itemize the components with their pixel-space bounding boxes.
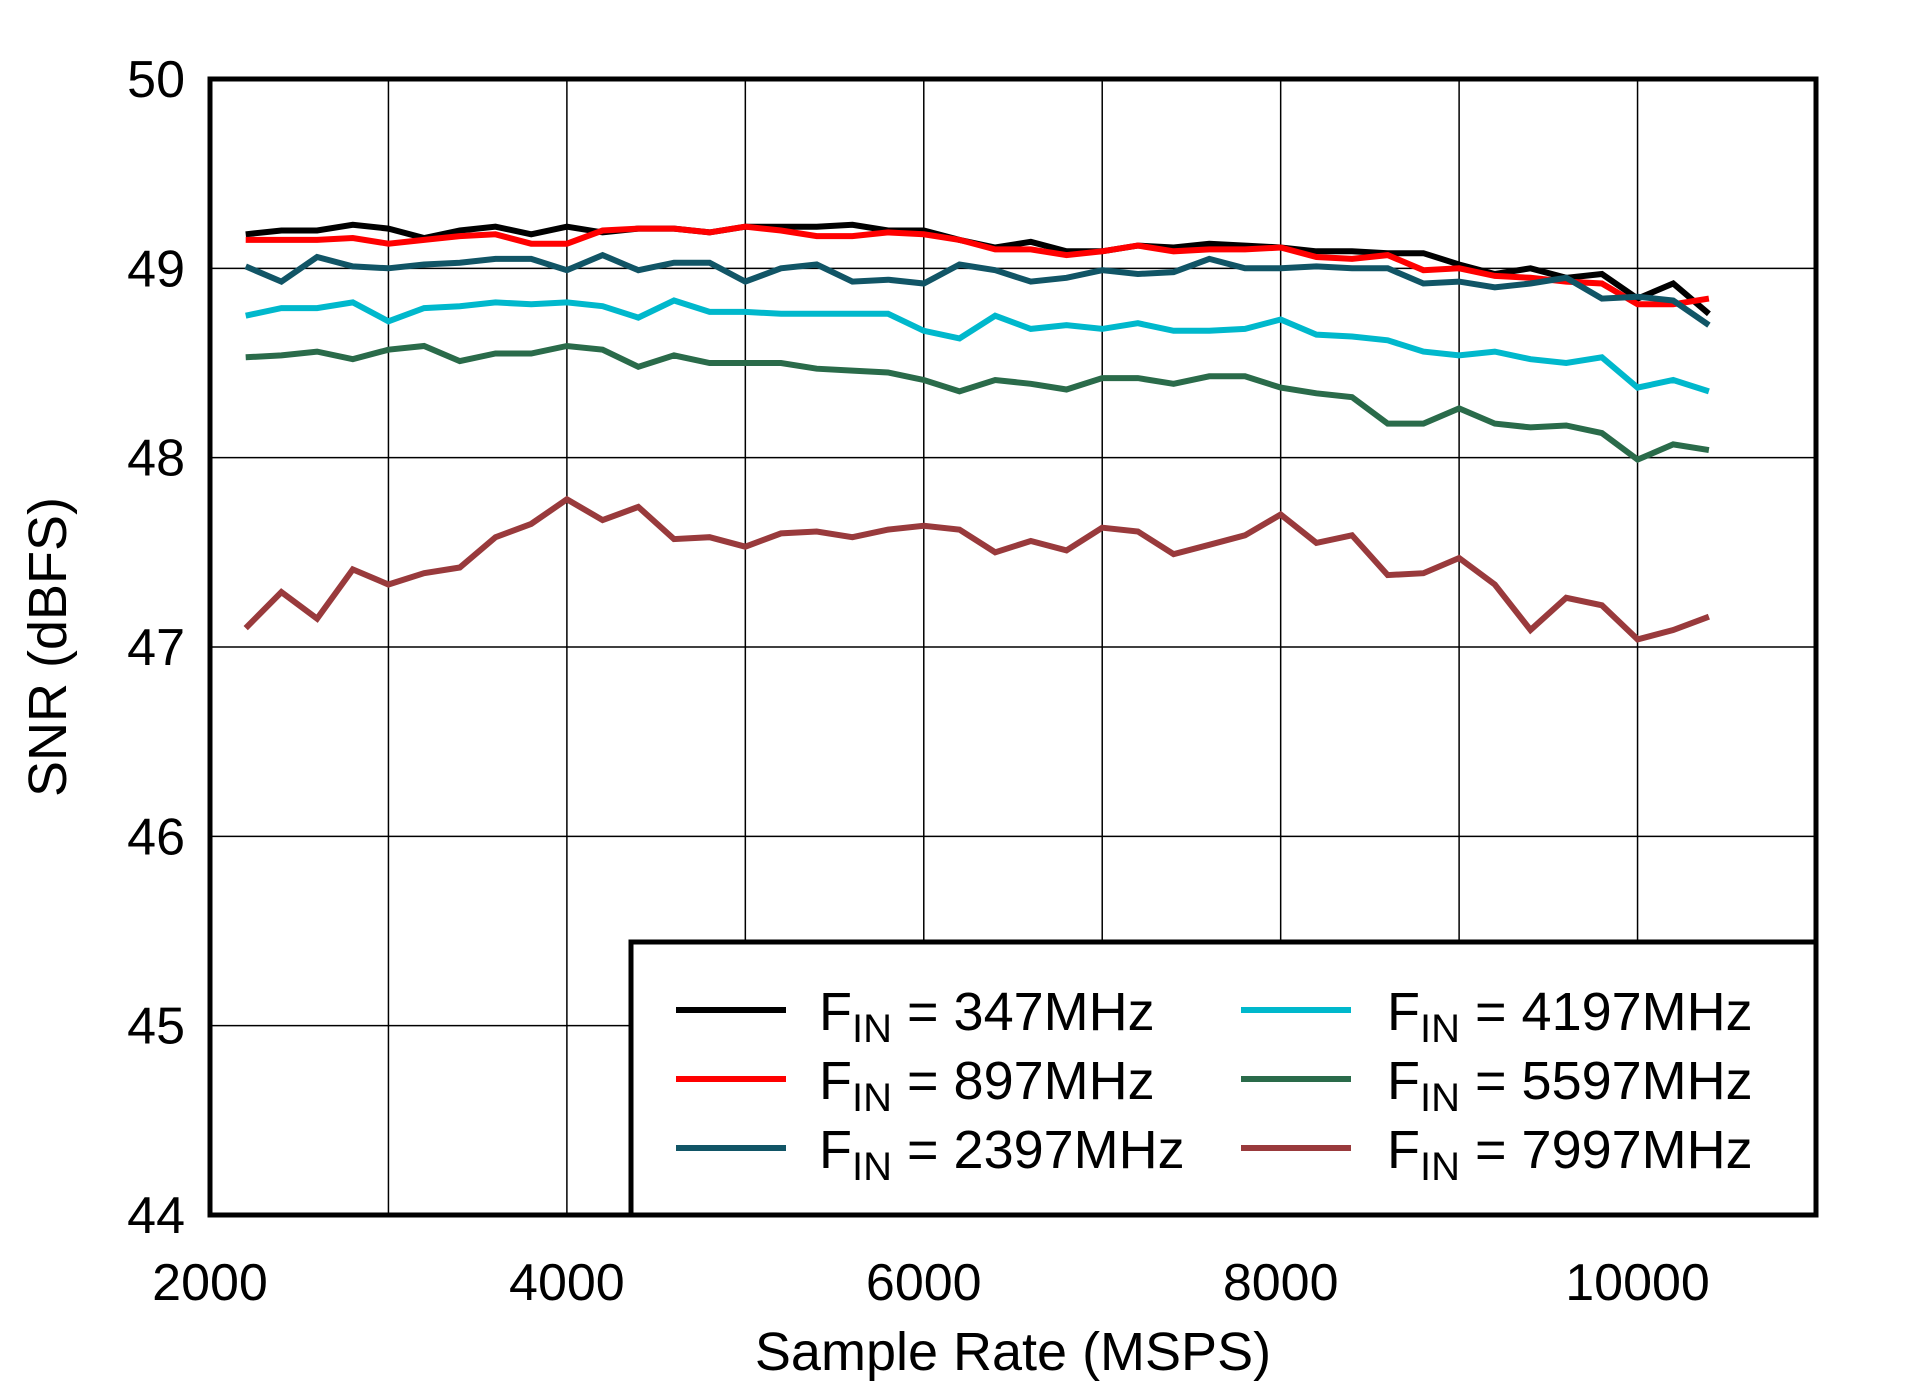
- series-line-4: [245, 297, 1710, 395]
- plot-frame: [207, 76, 1819, 1218]
- y-tick-label: 48: [127, 430, 185, 488]
- y-axis-label: SNR (dBFS): [18, 497, 78, 797]
- y-tick-label: 44: [127, 1187, 185, 1245]
- tick-labels: 2000 4000 6000 8000 10000 44 45 46 47 48 49 50: [127, 51, 1710, 1312]
- legend-label: FIN = 897MHz: [819, 1051, 1155, 1120]
- y-tick-label: 50: [127, 51, 185, 109]
- series-line-6: [243, 495, 1710, 643]
- series-lines: [243, 221, 1711, 643]
- series-line-5: [245, 342, 1710, 464]
- legend-label: FIN = 347MHz: [819, 982, 1155, 1051]
- series-line-2: [245, 223, 1710, 308]
- y-tick-label: 49: [127, 240, 185, 298]
- series-line-3: [244, 251, 1711, 328]
- x-tick-label: 2000: [152, 1254, 268, 1312]
- y-tick-label: 45: [127, 998, 185, 1056]
- y-tick-label: 47: [127, 619, 185, 677]
- y-tick-label: 46: [127, 808, 185, 866]
- legend-label: FIN = 5597MHz: [1387, 1051, 1753, 1120]
- legend-box: [628, 939, 1819, 1218]
- x-tick-label: 4000: [509, 1254, 625, 1312]
- legend-label: FIN = 4197MHz: [1387, 982, 1753, 1051]
- legend-label: FIN = 2397MHz: [819, 1120, 1185, 1189]
- x-axis-label: Sample Rate (MSPS): [755, 1322, 1271, 1382]
- x-tick-label: 8000: [1223, 1254, 1339, 1312]
- x-tick-label: 6000: [866, 1254, 982, 1312]
- x-tick-label: 10000: [1565, 1254, 1710, 1312]
- legend-label: FIN = 7997MHz: [1387, 1120, 1753, 1189]
